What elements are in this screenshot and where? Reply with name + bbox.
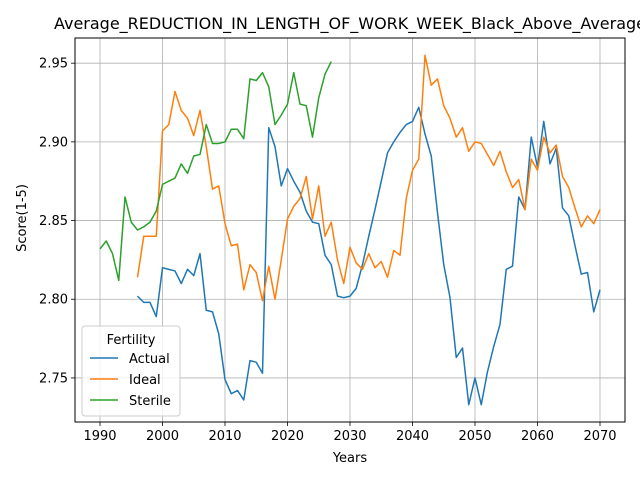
y-axis-label: Score(1-5) <box>15 184 30 252</box>
x-tick-label: 2030 <box>333 429 366 444</box>
series-line-sterile <box>99 61 332 282</box>
legend-label-ideal: Ideal <box>129 373 161 388</box>
chart-title: Average_REDUCTION_IN_LENGTH_OF_WORK_WEEK… <box>54 14 640 34</box>
x-tick-label: 2000 <box>146 429 179 444</box>
x-tick-label: 1990 <box>83 429 116 444</box>
y-axis: 2.75 2.80 2.85 2.90 2.95 <box>39 57 75 386</box>
y-tick-label: 2.95 <box>39 57 68 72</box>
x-axis-label: Years <box>332 451 368 466</box>
legend: Fertility Actual Ideal Sterile <box>81 325 181 417</box>
series-lines <box>99 54 601 406</box>
legend-title: Fertility <box>107 333 156 348</box>
x-axis: 1990 2000 2010 2020 2030 2040 2050 2060 2070 <box>83 422 617 444</box>
y-tick-label: 2.80 <box>39 293 68 308</box>
x-tick-label: 2070 <box>583 429 616 444</box>
x-tick-label: 2010 <box>208 429 241 444</box>
x-tick-label: 2020 <box>271 429 304 444</box>
legend-label-actual: Actual <box>129 352 170 367</box>
y-tick-label: 2.85 <box>39 214 68 229</box>
legend-label-sterile: Sterile <box>129 394 171 409</box>
y-tick-label: 2.90 <box>39 135 68 150</box>
grid <box>75 38 625 422</box>
x-tick-label: 2050 <box>458 429 491 444</box>
legend-frame <box>81 325 181 417</box>
series-line-actual <box>136 106 601 406</box>
legend-entries: Actual Ideal Sterile <box>90 352 171 409</box>
y-tick-label: 2.75 <box>39 371 68 386</box>
series-line-ideal <box>136 54 601 302</box>
x-tick-label: 2040 <box>396 429 429 444</box>
x-tick-label: 2060 <box>521 429 554 444</box>
